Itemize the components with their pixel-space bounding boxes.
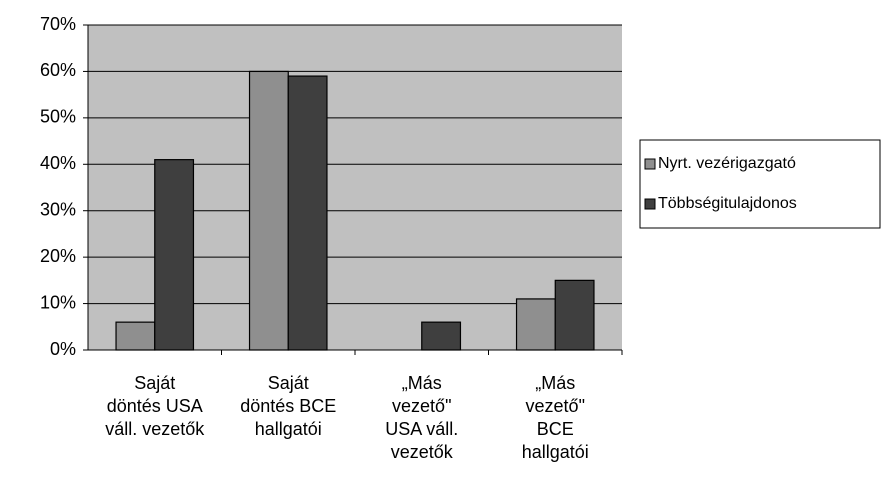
bar (554, 279, 595, 351)
bar (248, 70, 289, 351)
bar (115, 321, 156, 351)
y-tick-label: 10% (40, 292, 76, 312)
x-tick-label: Saját döntés USA váll. vezetők (105, 373, 205, 439)
x-tick-label: Saját döntés BCE hallgatói (240, 373, 337, 439)
y-tick-label: 40% (40, 153, 76, 173)
y-tick-label: 60% (40, 60, 76, 80)
bar (421, 321, 462, 351)
y-tick-label: 30% (40, 199, 76, 219)
x-tick-label: „Más vezető" BCE hallgatói (521, 373, 589, 462)
bar (287, 75, 328, 351)
legend-label: Többségitulajdonos (658, 195, 797, 212)
x-tick-label: „Más vezető" USA váll. vezetők (385, 373, 459, 462)
y-tick-label: 0% (50, 339, 76, 359)
bar (515, 298, 556, 351)
legend-label: Nyrt. vezérigazgató (658, 155, 796, 172)
bar (154, 159, 195, 351)
y-tick-label: 20% (40, 246, 76, 266)
legend-swatch (644, 158, 656, 170)
legend-swatch (644, 198, 656, 210)
y-tick-label: 70% (40, 14, 76, 34)
legend-box (639, 139, 881, 229)
y-tick-label: 50% (40, 107, 76, 127)
